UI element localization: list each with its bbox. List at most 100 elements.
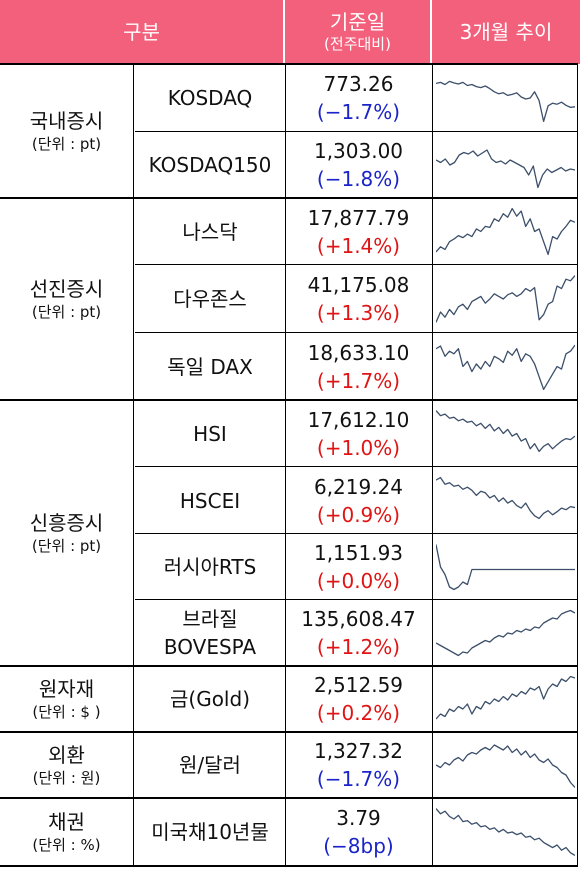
sparkline-path	[436, 476, 575, 520]
header-divider	[0, 63, 578, 65]
group-name: 신흥증시	[29, 511, 104, 535]
item-cell: 독일 DAX	[135, 333, 285, 400]
group-divider	[0, 731, 578, 733]
weekly-change: (+0.2%)	[316, 701, 401, 725]
trend-sparkline	[436, 275, 575, 323]
trend-sparkline	[436, 410, 575, 453]
value-cell: 41,175.08 (+1.3%)	[285, 265, 432, 333]
row-divider	[135, 131, 578, 132]
sparkline-path	[436, 207, 575, 256]
value-cell: 135,608.47 (+1.2%)	[285, 600, 432, 666]
sparkline-path	[436, 744, 575, 788]
row-divider	[135, 533, 578, 534]
sparkline-path	[436, 410, 575, 453]
group-name: 외환	[48, 743, 85, 767]
weekly-change: (+1.0%)	[316, 435, 401, 460]
group-divider	[0, 797, 578, 799]
row-divider	[135, 332, 578, 333]
col-divider-category	[133, 64, 134, 866]
trend-sparkline	[436, 149, 575, 189]
group-cell: 채권 (단위 : %)	[0, 798, 133, 866]
value-cell: 2,512.59 (+0.2%)	[285, 666, 432, 732]
header-base-date: 기준일 (전주대비)	[285, 0, 430, 64]
sparkline-path	[436, 149, 575, 189]
base-value: 1,151.93	[313, 541, 404, 565]
group-cell: 국내증시 (단위 : pt)	[0, 64, 133, 198]
value-cell: 1,327.32 (−1.7%)	[285, 732, 432, 798]
weekly-change: (+1.3%)	[316, 301, 401, 325]
base-value: 1,327.32	[313, 739, 404, 763]
group-name: 채권	[48, 810, 85, 834]
item-cell: 브라질 BOVESPA	[135, 600, 285, 666]
item-name: HSCEI	[179, 488, 241, 513]
group-cell: 외환 (단위 : 원)	[0, 732, 133, 798]
header-category: 구분	[0, 0, 283, 64]
base-value: 1,303.00	[313, 139, 404, 163]
base-value: 135,608.47	[301, 607, 416, 631]
group-name: 선진증시	[29, 277, 104, 301]
item-cell: 금(Gold)	[135, 666, 285, 732]
item-cell: KOSDAQ	[135, 64, 285, 132]
trend-sparkline	[436, 476, 575, 520]
sparkline-path	[436, 675, 575, 720]
base-value: 6,219.24	[313, 474, 404, 499]
trend-sparkline	[436, 744, 575, 788]
base-value: 3.79	[336, 806, 381, 830]
group-unit: (단위 : 원)	[32, 769, 101, 787]
value-cell: 18,633.10 (+1.7%)	[285, 333, 432, 400]
group-unit: (단위 : pt)	[31, 135, 102, 153]
item-name: KOSDAQ	[167, 86, 253, 110]
group-cell: 원자재 (단위 : $ )	[0, 666, 133, 732]
item-cell: HSI	[135, 400, 285, 467]
sparkline-path	[436, 275, 575, 323]
group-name: 원자재	[38, 677, 95, 701]
item-name: HSI	[193, 421, 227, 446]
item-cell: 러시아RTS	[135, 534, 285, 600]
trend-sparkline	[436, 675, 575, 720]
item-cell: KOSDAQ150	[135, 132, 285, 198]
header-base-date-label: 기준일	[329, 10, 386, 34]
value-cell: 1,303.00 (−1.8%)	[285, 132, 432, 198]
sparkline-path	[436, 544, 575, 591]
col-divider-value	[285, 64, 286, 866]
item-cell: 원/달러	[135, 732, 285, 798]
value-cell: 6,219.24 (+0.9%)	[285, 467, 432, 534]
row-divider	[135, 264, 578, 265]
trend-sparkline	[436, 80, 575, 123]
item-cell: 나스닥	[135, 198, 285, 265]
row-divider	[135, 466, 578, 467]
sparkline-path	[436, 344, 575, 391]
trend-sparkline	[436, 544, 575, 591]
group-divider	[0, 665, 578, 667]
base-value: 2,512.59	[313, 673, 404, 697]
group-name: 국내증시	[29, 109, 104, 133]
item-cell: 미국채10년물	[135, 798, 285, 866]
right-border	[577, 64, 578, 866]
group-unit: (단위 : pt)	[31, 537, 102, 555]
value-cell: 17,877.79 (+1.4%)	[285, 198, 432, 265]
sparkline-path	[436, 80, 575, 123]
sparkline-path	[436, 609, 575, 657]
item-name: 독일 DAX	[167, 354, 253, 379]
item-name: KOSDAQ150	[148, 153, 272, 177]
weekly-change: (+0.9%)	[316, 502, 401, 527]
item-cell: 다우존스	[135, 265, 285, 333]
weekly-change: (+1.7%)	[316, 368, 401, 393]
item-name-line: BOVESPA	[163, 635, 257, 659]
trend-sparkline	[436, 344, 575, 391]
group-unit: (단위 : %)	[32, 836, 101, 854]
base-value: 18,633.10	[307, 340, 410, 365]
item-name: 미국채10년물	[151, 820, 269, 844]
value-cell: 3.79 (−8bp)	[285, 798, 432, 866]
group-unit: (단위 : $ )	[32, 703, 101, 721]
base-value: 17,877.79	[307, 205, 410, 230]
row-divider	[135, 599, 578, 600]
item-name: 러시아RTS	[163, 555, 257, 579]
group-divider	[0, 197, 578, 199]
header-trend: 3개월 추이	[432, 0, 580, 64]
item-cell: HSCEI	[135, 467, 285, 534]
weekly-change: (−1.8%)	[316, 167, 401, 191]
item-name: 다우존스	[173, 287, 247, 311]
value-cell: 17,612.10 (+1.0%)	[285, 400, 432, 467]
